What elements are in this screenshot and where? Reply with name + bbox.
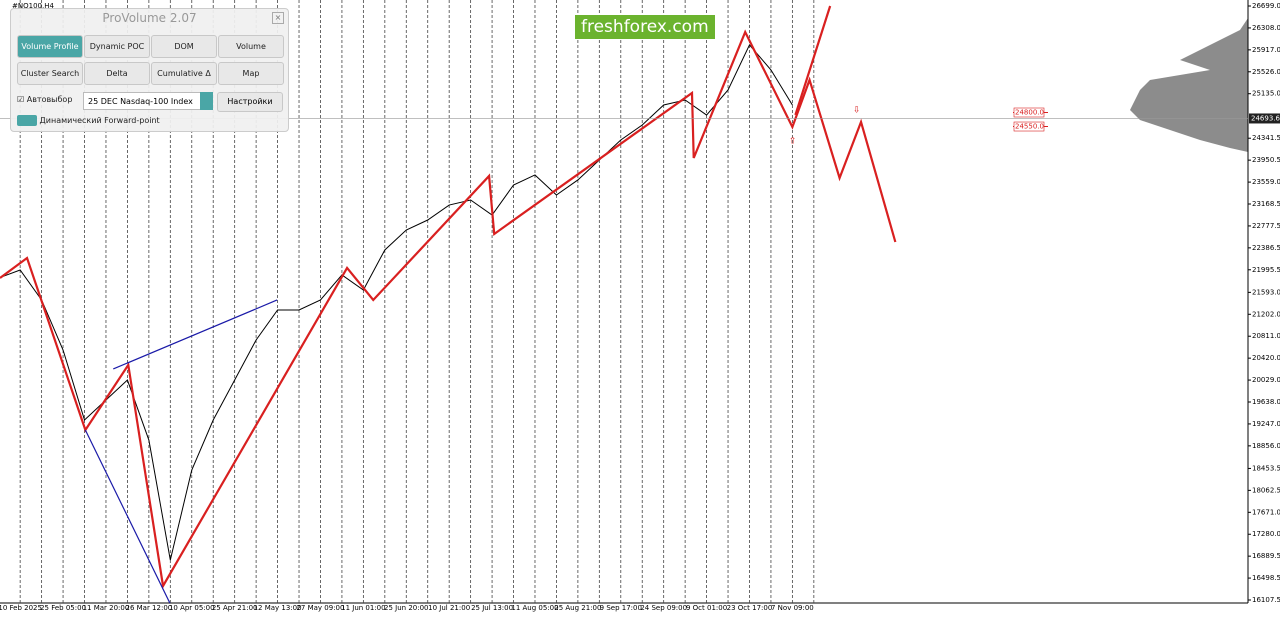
x-tick-label: 9 Oct 01:00 [686, 604, 727, 612]
tool-button[interactable]: Volume Profile [17, 35, 83, 58]
x-tick-label: 10 Jul 21:00 [428, 604, 470, 612]
level-label: 24800.0 [1015, 109, 1044, 117]
x-tick-label: 25 Aug 21:00 [554, 604, 601, 612]
auto-select-label: Автовыбор [26, 95, 73, 104]
arrow-marker: ⇧ [789, 137, 797, 147]
x-tick-label: 25 Apr 21:00 [212, 604, 258, 612]
y-tick-label: 19247.0 [1252, 420, 1280, 428]
forward-point[interactable]: Динамический Forward-point [17, 115, 160, 126]
instrument-select[interactable]: 25 DEC Nasdaq-100 Index [83, 92, 213, 110]
tool-button[interactable]: Map [218, 62, 284, 85]
close-button[interactable]: × [272, 12, 284, 24]
y-tick-label: 16107.5 [1252, 596, 1280, 604]
forward-point-label: Динамический Forward-point [39, 116, 160, 125]
x-tick-label: 25 Jun 20:00 [384, 604, 428, 612]
select-arrow[interactable] [200, 92, 213, 110]
y-tick-label: 26308.0 [1252, 24, 1280, 32]
y-tick-label: 22777.5 [1252, 222, 1280, 230]
x-tick-label: 11 Jun 01:00 [341, 604, 385, 612]
tool-button[interactable]: Volume [218, 35, 284, 58]
x-tick-label: 9 Sep 17:00 [600, 604, 642, 612]
x-tick-label: 7 Nov 09:00 [771, 604, 814, 612]
y-tick-label: 19638.0 [1252, 398, 1280, 406]
watermark: freshforex.com [575, 15, 715, 39]
y-tick-label: 26699.0 [1252, 2, 1280, 10]
x-tick-label: 26 Mar 12:00 [125, 604, 172, 612]
y-tick-label: 18856.0 [1252, 442, 1280, 450]
volume-profile [1130, 18, 1248, 152]
y-tick-label: 25526.0 [1252, 68, 1280, 76]
tool-button[interactable]: DOM [151, 35, 217, 58]
provolume-panel: ProVolume 2.07 × Volume Profile Dynamic P… [10, 8, 289, 132]
x-tick-label: 24 Sep 09:00 [640, 604, 687, 612]
series-line [84, 429, 171, 603]
y-tick-label: 23168.5 [1252, 200, 1280, 208]
y-tick-label: 20811.0 [1252, 332, 1280, 340]
y-tick-label: 20420.0 [1252, 354, 1280, 362]
y-tick-label: 16889.5 [1252, 552, 1280, 560]
y-tick-label: 23950.5 [1252, 156, 1280, 164]
x-tick-label: 12 May 13:00 [254, 604, 302, 612]
series-line [0, 29, 897, 590]
y-tick-label: 24341.5 [1252, 134, 1280, 142]
x-tick-label: 27 May 09:00 [296, 604, 344, 612]
x-tick-label: 25 Feb 05:00 [40, 604, 86, 612]
y-tick-label: 25135.0 [1252, 90, 1280, 98]
y-tick-label: 20029.0 [1252, 376, 1280, 384]
tool-button[interactable]: Delta [84, 62, 150, 85]
tool-button[interactable]: Dynamic POC [84, 35, 150, 58]
settings-button[interactable]: Настройки [217, 92, 283, 112]
y-tick-label: 18453.5 [1252, 464, 1280, 472]
x-tick-label: 10 Apr 05:00 [169, 604, 215, 612]
tool-button[interactable]: Cumulative Δ [151, 62, 217, 85]
y-tick-label: 21995.5 [1252, 266, 1280, 274]
price-box [1249, 113, 1280, 124]
x-tick-label: 25 Jul 13:00 [471, 604, 513, 612]
tool-button[interactable]: Cluster Search [17, 62, 83, 85]
x-tick-label: 11 Aug 05:00 [511, 604, 558, 612]
y-tick-label: 25917.0 [1252, 46, 1280, 54]
y-tick-label: 17280.0 [1252, 530, 1280, 538]
x-tick-label: 10 Feb 2025 [0, 604, 42, 612]
y-tick-label: 18062.5 [1252, 486, 1280, 494]
level-box [1013, 107, 1045, 118]
level-label: 24550.0 [1015, 123, 1044, 131]
y-tick-label: 21593.0 [1252, 288, 1280, 296]
y-tick-label: 16498.5 [1252, 574, 1280, 582]
panel-title: ProVolume 2.07 [102, 11, 197, 25]
level-box [1013, 121, 1045, 132]
arrow-marker: ⇩ [853, 106, 861, 116]
y-tick-label: 22386.5 [1252, 244, 1280, 252]
y-tick-label: 17671.0 [1252, 508, 1280, 516]
symbol: #NQ100,H4 [12, 2, 54, 10]
y-tick-label: 23559.0 [1252, 178, 1280, 186]
auto-select[interactable]: ☑ Автовыбор [17, 95, 73, 104]
series-line [794, 5, 832, 116]
x-tick-label: 11 Mar 20:00 [83, 604, 130, 612]
x-tick-label: 23 Oct 17:00 [727, 604, 773, 612]
price-label: 24693.6 [1251, 114, 1280, 122]
series-line [0, 43, 793, 561]
y-tick-label: 21202.0 [1252, 310, 1280, 318]
series-line [113, 299, 278, 370]
